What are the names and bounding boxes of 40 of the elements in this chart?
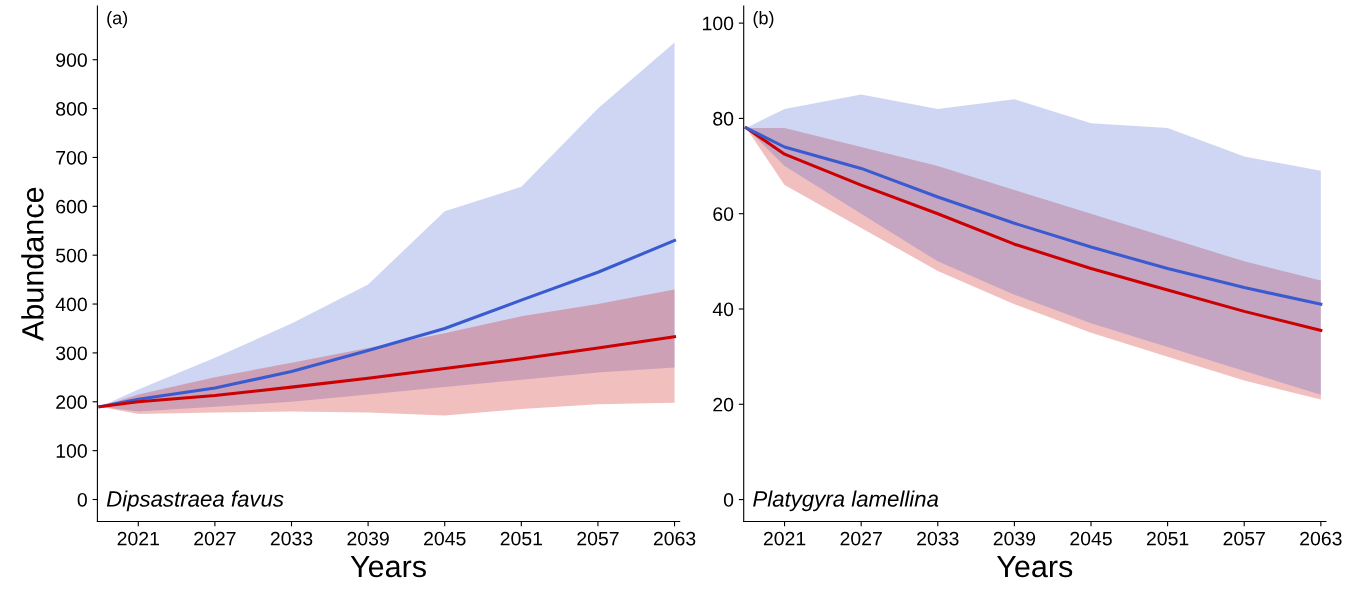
y-tick-label: 200 <box>56 395 87 410</box>
x-tick-label: 2063 <box>653 531 696 546</box>
x-tick-label: 2039 <box>347 531 389 546</box>
y-tick-label: 500 <box>56 248 87 263</box>
annotation: (b) <box>753 11 774 28</box>
x-tick-label: 2057 <box>577 531 619 546</box>
y-tick-label: 20 <box>713 397 734 412</box>
x-tick-label: 2033 <box>917 531 959 546</box>
x-tick-label: 2033 <box>270 531 313 546</box>
y-tick-label: 80 <box>713 111 734 126</box>
y-tick-label: 60 <box>713 207 734 221</box>
x-tick-label: 2051 <box>500 531 543 546</box>
y-tick-label: 800 <box>56 102 87 116</box>
x-tick-label: 2021 <box>117 531 159 546</box>
x-tick-label: 2063 <box>1300 531 1342 546</box>
annotation: (a) <box>107 11 128 28</box>
y-tick-label: 100 <box>56 444 87 458</box>
x-axis-title: Years <box>996 556 1073 578</box>
y-tick-label: 0 <box>77 492 87 507</box>
y-tick-label: 300 <box>56 346 87 361</box>
x-tick-label: 2039 <box>993 531 1036 546</box>
y-tick-label: 40 <box>712 302 734 317</box>
x-tick-label: 2051 <box>1146 531 1189 546</box>
annotation: Platygyra lamellina <box>753 490 939 512</box>
y-tick-label: 100 <box>703 16 734 31</box>
annotation: Dipsastraea favus <box>106 490 284 512</box>
y-tick-label: 400 <box>55 297 87 312</box>
y-tick-label: 600 <box>56 199 87 214</box>
y-tick-label: 0 <box>723 493 734 507</box>
x-axis-title: Years <box>350 556 426 578</box>
x-tick-label: 2021 <box>763 531 806 546</box>
x-tick-label: 2057 <box>1223 531 1265 546</box>
x-tick-label: 2027 <box>194 531 236 546</box>
x-tick-label: 2027 <box>840 531 882 546</box>
y-tick-label: 900 <box>56 53 87 67</box>
x-tick-label: 2045 <box>1070 531 1112 546</box>
x-tick-label: 2045 <box>424 531 466 546</box>
y-axis-title: Abundance <box>21 187 44 341</box>
y-tick-label: 700 <box>56 150 87 165</box>
line-series <box>98 335 677 409</box>
